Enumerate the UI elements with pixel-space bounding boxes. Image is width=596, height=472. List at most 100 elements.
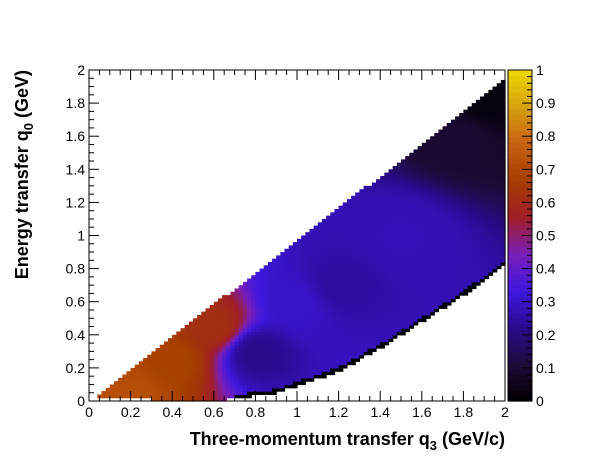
heatmap-cell xyxy=(205,381,211,386)
heatmap-cell xyxy=(442,222,448,227)
heatmap-cell xyxy=(417,218,423,223)
heatmap-cell xyxy=(450,209,456,213)
heatmap-cell xyxy=(151,371,157,376)
heatmap-cell xyxy=(500,232,506,237)
heatmap-cell xyxy=(201,318,207,323)
heatmap-cell xyxy=(430,189,435,194)
heatmap-cell xyxy=(450,146,456,151)
heatmap-cell xyxy=(180,331,186,336)
heatmap-cell xyxy=(226,318,232,323)
heatmap-cell xyxy=(450,202,456,207)
heatmap-cell xyxy=(338,268,344,273)
heatmap-cell xyxy=(467,232,473,237)
heatmap-cell xyxy=(471,142,477,147)
heatmap-cell xyxy=(488,96,494,101)
heatmap-cell xyxy=(467,126,473,131)
colorbar-segment xyxy=(508,196,532,203)
heatmap-cell xyxy=(168,387,173,392)
heatmap-cell xyxy=(409,182,415,187)
heatmap-cell xyxy=(288,318,294,323)
heatmap-cell xyxy=(359,238,365,243)
heatmap-cell xyxy=(371,258,377,263)
heatmap-cell xyxy=(430,232,435,237)
heatmap-cell xyxy=(450,132,456,137)
heatmap-cell xyxy=(455,152,460,157)
heatmap-cell xyxy=(380,305,385,309)
heatmap-cell xyxy=(251,377,256,382)
heatmap-cell xyxy=(247,291,252,296)
heatmap-cell xyxy=(317,245,323,250)
heatmap-cell xyxy=(363,245,369,250)
heatmap-cell xyxy=(450,199,456,203)
colorbar-segment xyxy=(508,356,532,363)
heatmap-cell xyxy=(276,354,281,359)
heatmap-cell xyxy=(292,295,298,299)
heatmap-cell xyxy=(147,367,152,372)
heatmap-cell xyxy=(355,192,360,197)
heatmap-cell xyxy=(425,261,431,266)
heatmap-cell xyxy=(484,205,489,210)
heatmap-cell xyxy=(446,278,452,283)
heatmap-cell xyxy=(392,318,398,323)
heatmap-cell xyxy=(480,189,485,194)
heatmap-cell xyxy=(467,209,473,213)
heatmap-cell xyxy=(321,258,327,263)
heatmap-cell xyxy=(401,252,406,256)
heatmap-cell xyxy=(396,261,402,266)
heatmap-cell xyxy=(442,288,448,293)
heatmap-cell xyxy=(500,192,506,197)
heatmap-cell xyxy=(446,288,452,293)
heatmap-cell xyxy=(238,354,244,359)
heatmap-cell xyxy=(247,391,252,395)
heatmap-cell xyxy=(371,344,377,349)
heatmap-cell xyxy=(380,212,385,217)
heatmap-cell xyxy=(405,265,410,270)
heatmap-cell xyxy=(355,261,360,266)
heatmap-cell xyxy=(496,261,502,266)
heatmap-cell xyxy=(259,275,265,280)
heatmap-cell xyxy=(388,175,394,180)
heatmap-cell xyxy=(288,255,294,260)
heatmap-cell xyxy=(292,384,298,389)
heatmap-cell xyxy=(425,159,431,164)
heatmap-cell xyxy=(463,162,469,167)
heatmap-cell xyxy=(376,245,381,250)
heatmap-cell xyxy=(238,285,244,290)
heatmap-cell xyxy=(326,324,331,329)
heatmap-cell xyxy=(326,232,331,237)
heatmap-cell xyxy=(255,285,261,290)
heatmap-cell xyxy=(242,311,248,316)
heatmap-cell xyxy=(272,331,277,336)
heatmap-cell xyxy=(380,235,385,240)
heatmap-cell xyxy=(417,295,423,299)
heatmap-cell xyxy=(413,308,419,313)
heatmap-cell xyxy=(425,209,431,213)
heatmap-cell xyxy=(396,225,402,230)
colorbar-segment xyxy=(508,373,532,380)
heatmap-cell xyxy=(238,384,244,389)
heatmap-cell xyxy=(480,126,485,131)
heatmap-cell xyxy=(247,305,252,309)
heatmap-cell xyxy=(376,232,381,237)
heatmap-cell xyxy=(330,344,336,349)
heatmap-cell xyxy=(417,275,423,280)
heatmap-cell xyxy=(326,281,331,286)
heatmap-cell xyxy=(305,341,311,346)
heatmap-cell xyxy=(321,341,327,346)
heatmap-cell xyxy=(463,205,469,210)
heatmap-cell xyxy=(172,387,177,392)
heatmap-cell xyxy=(363,228,369,233)
heatmap-cell xyxy=(384,291,390,296)
heatmap-cell xyxy=(459,132,464,137)
heatmap-cell xyxy=(396,258,402,263)
heatmap-cell xyxy=(475,212,481,217)
heatmap-cell xyxy=(321,371,327,376)
heatmap-cell xyxy=(255,281,261,286)
heatmap-cell xyxy=(226,391,232,395)
heatmap-cell xyxy=(205,391,211,395)
heatmap-cell xyxy=(484,232,489,237)
heatmap-cell xyxy=(496,222,502,227)
heatmap-cell xyxy=(292,278,298,283)
heatmap-cell xyxy=(172,341,177,346)
heatmap-cell xyxy=(467,122,473,127)
